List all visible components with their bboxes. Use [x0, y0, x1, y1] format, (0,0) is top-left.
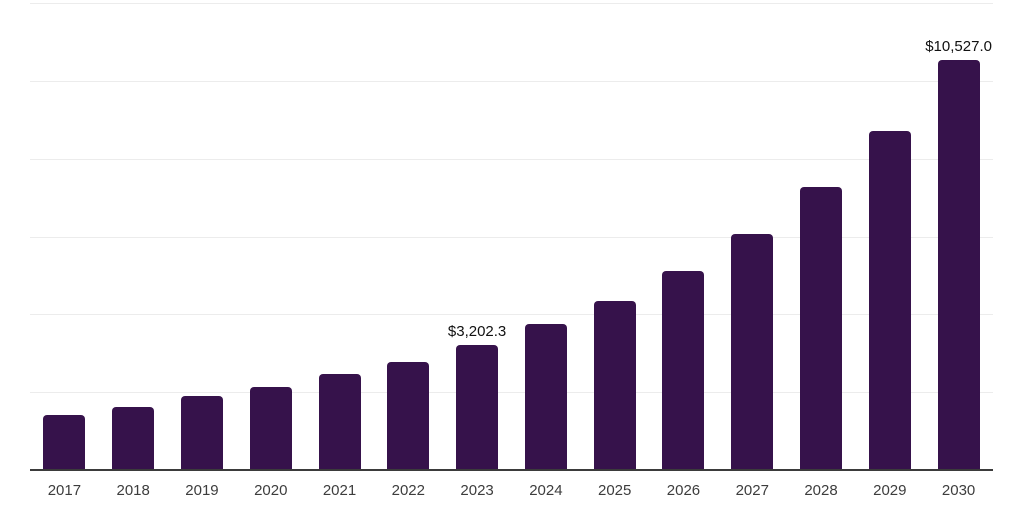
gridline-6000 [30, 236, 993, 238]
bar-2029 [868, 131, 911, 470]
x-tick-2021: 2021 [322, 482, 357, 499]
bar-2022 [387, 361, 430, 470]
bar-2021 [318, 373, 361, 470]
gridline-10000 [30, 80, 993, 82]
bar-2019 [180, 396, 223, 470]
bar-2028 [800, 187, 843, 470]
x-tick-2029: 2029 [873, 482, 907, 499]
gridline-8000 [30, 158, 993, 160]
bar-2030 [937, 60, 980, 470]
bar-2020 [249, 387, 292, 470]
value-label-2030: $10,527.0 [925, 38, 992, 56]
x-tick-2028: 2028 [804, 482, 838, 499]
bar-2024 [524, 324, 567, 470]
x-tick-2030: 2030 [941, 482, 976, 499]
x-tick-2020: 2020 [254, 482, 288, 499]
gridline-12000 [30, 3, 993, 4]
x-axis-line [30, 469, 993, 471]
plot-area: $3,202.3 $10,527.0 [30, 3, 993, 471]
x-tick-2024: 2024 [529, 482, 563, 499]
bar-2027 [731, 234, 774, 470]
x-tick-2019: 2019 [185, 482, 219, 499]
bar-2018 [112, 406, 155, 470]
x-tick-2026: 2026 [666, 482, 701, 499]
value-label-2023: $3,202.3 [447, 323, 507, 341]
x-tick-2017: 2017 [47, 482, 82, 499]
bar-2026 [662, 271, 705, 470]
bar-2025 [593, 301, 636, 470]
x-tick-2025: 2025 [597, 482, 632, 499]
bar-2023 [456, 345, 499, 470]
x-tick-2018: 2018 [116, 482, 150, 499]
x-tick-2023: 2023 [460, 482, 494, 499]
x-axis-tick-labels: 2017 2018 2019 2020 2021 2022 2023 2024 2025 2026… [30, 470, 993, 512]
bar-2017 [43, 415, 86, 470]
gridline-2000 [30, 392, 993, 394]
gridline-4000 [30, 314, 993, 316]
x-tick-2027: 2027 [735, 482, 769, 499]
x-tick-2022: 2022 [391, 482, 425, 499]
